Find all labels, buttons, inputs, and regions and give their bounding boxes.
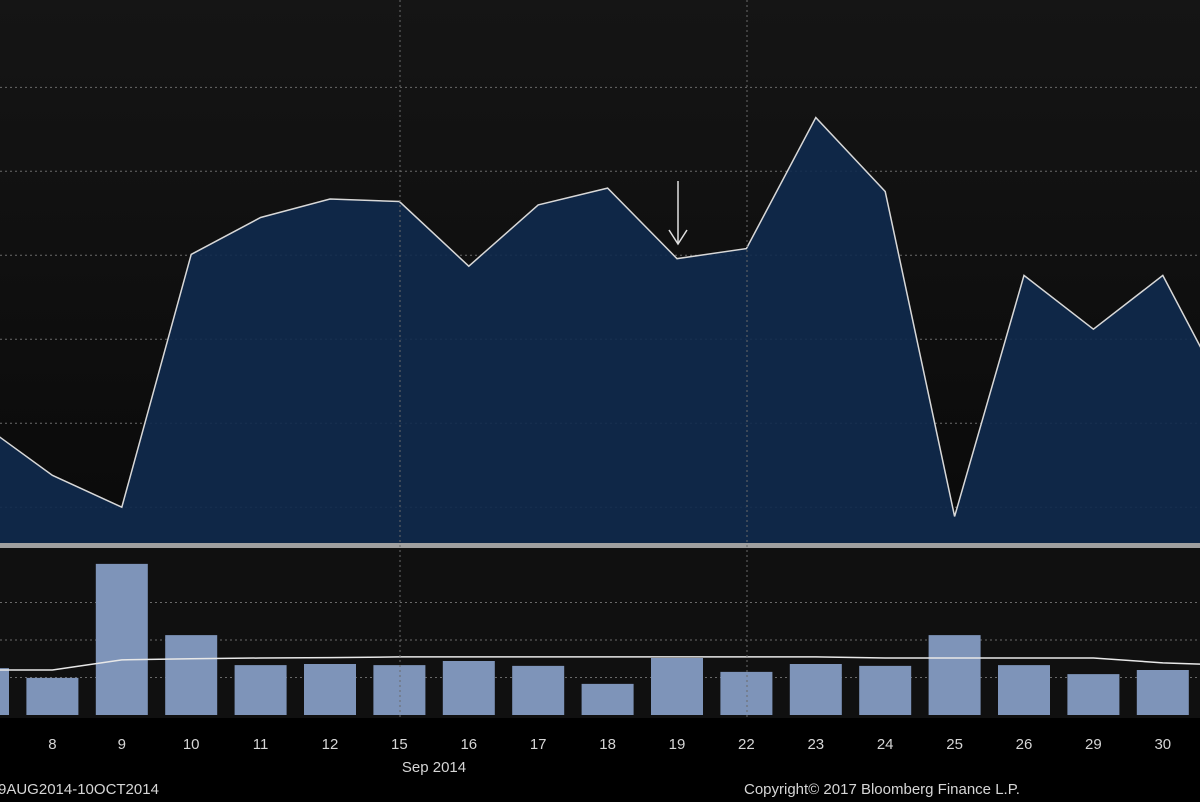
x-tick-label: 11: [253, 736, 269, 753]
volume-bar: [859, 665, 912, 715]
x-tick-label: 26: [1016, 736, 1033, 753]
x-tick-label: 10: [183, 736, 200, 753]
x-tick-label: 19: [669, 736, 686, 753]
x-tick-label: 29: [1085, 736, 1102, 753]
volume-bar: [26, 677, 79, 715]
x-tick-label: 16: [460, 736, 477, 753]
x-tick-label: 25: [946, 736, 963, 753]
volume-bar: [165, 635, 218, 715]
x-tick-label: 9: [118, 736, 126, 753]
volume-bar: [1067, 674, 1120, 715]
volume-bar: [95, 563, 148, 715]
panel-separator: [0, 543, 1200, 548]
volume-bar: [789, 664, 842, 715]
x-tick-label: 24: [877, 736, 894, 753]
volume-bar: [373, 665, 426, 715]
date-range: 9AUG2014-10OCT2014: [0, 781, 159, 798]
volume-bar: [581, 683, 634, 715]
volume-bar: [928, 635, 981, 715]
x-axis-label: Sep 2014: [402, 759, 466, 776]
volume-bar: [512, 665, 565, 715]
volume-bar: [234, 665, 287, 715]
moving-average: [0, 656, 1200, 671]
volume-bar: [442, 661, 495, 715]
volume-bar: [1136, 670, 1189, 715]
volume-bar: [720, 671, 773, 715]
x-tick-label: 18: [599, 736, 616, 753]
x-tick-label: 8: [48, 736, 56, 753]
x-tick-label: 30: [1154, 736, 1171, 753]
x-tick-label: 12: [322, 736, 339, 753]
x-tick-label: 22: [738, 736, 755, 753]
volume-bar: [0, 668, 9, 715]
volume-bar: [304, 664, 356, 715]
copyright: Copyright© 2017 Bloomberg Finance L.P.: [744, 781, 1020, 798]
price-line: [0, 116, 1200, 517]
x-tick-label: 15: [391, 736, 408, 753]
x-tick-label: 23: [807, 736, 824, 753]
volume-bar: [998, 665, 1050, 715]
x-tick-label: 17: [530, 736, 547, 753]
volume-bar: [651, 658, 703, 715]
event-arrow: [668, 181, 688, 246]
area: [0, 117, 1200, 545]
